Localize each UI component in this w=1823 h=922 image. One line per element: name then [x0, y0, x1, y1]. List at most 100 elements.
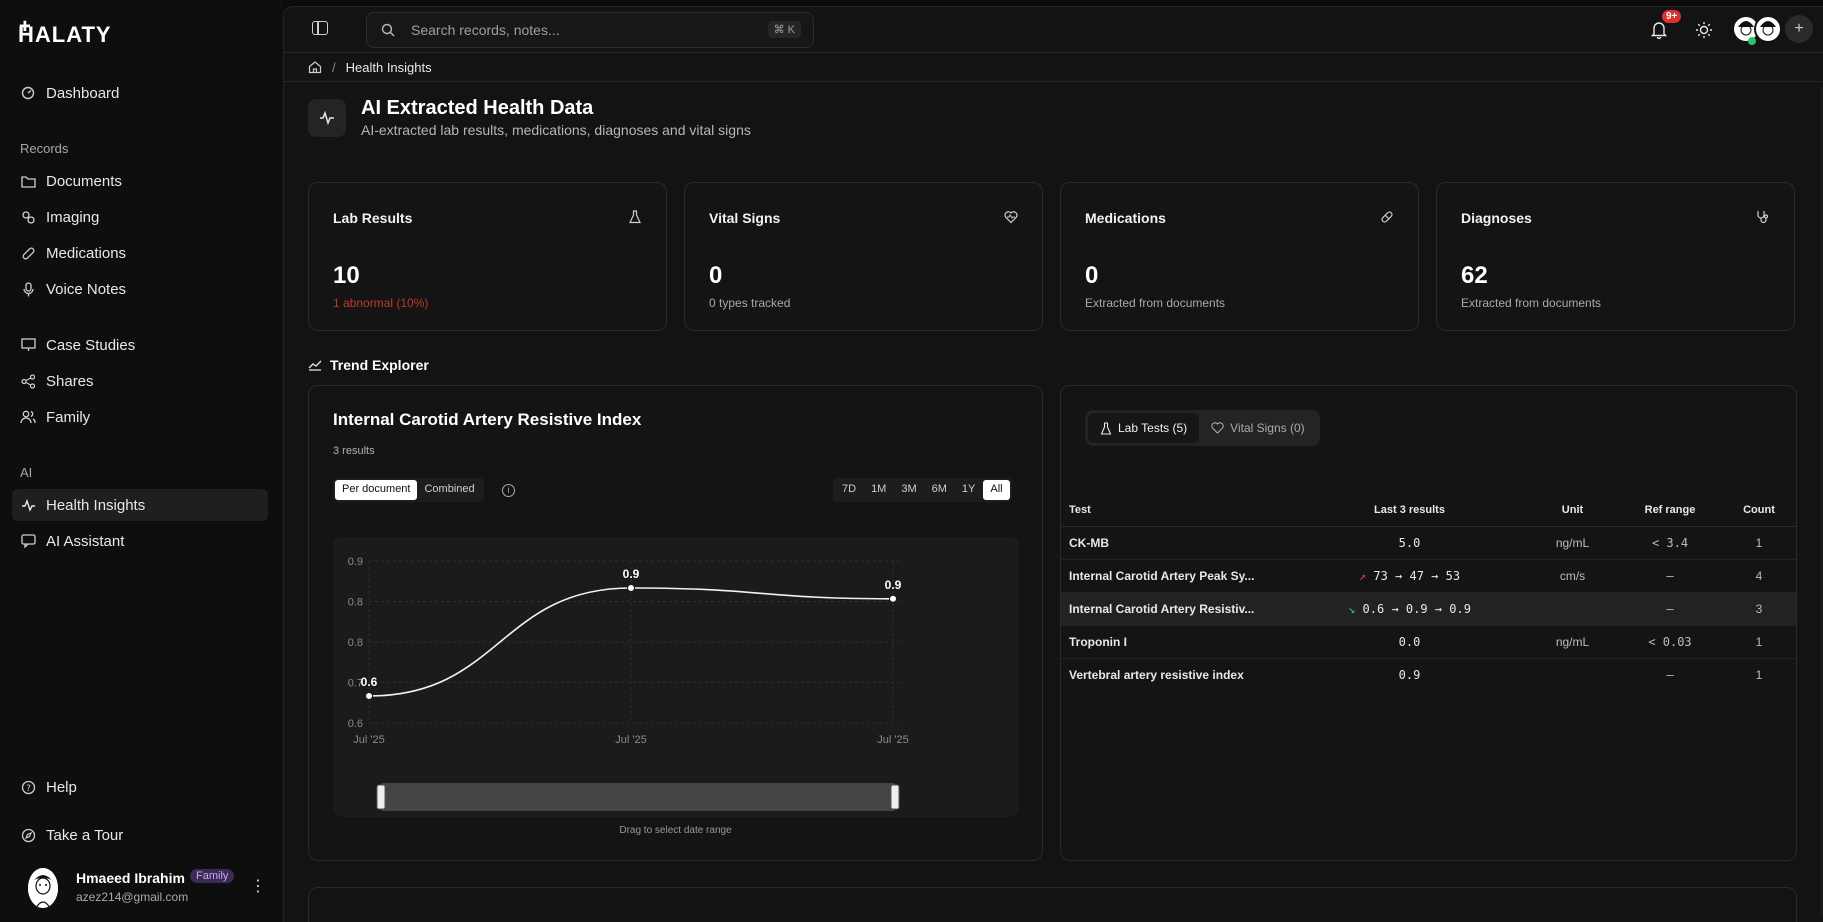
sidebar-item-health-insights[interactable]: Health Insights [12, 489, 268, 521]
cell-last: ↗ 73 → 47 → 53 [1294, 559, 1525, 593]
page-title: AI Extracted Health Data [361, 97, 594, 119]
cell-test: CK-MB [1061, 526, 1294, 560]
mode-per-document[interactable]: Per document [335, 480, 418, 500]
sidebar-item-label: Dashboard [46, 84, 120, 102]
sidebar-toggle-icon[interactable] [312, 21, 328, 35]
sidebar: ✚ HALATY Dashboard Records Documents Imag… [0, 0, 283, 922]
range-1m[interactable]: 1M [871, 483, 887, 495]
col-unit[interactable]: Unit [1525, 494, 1620, 527]
col-count[interactable]: Count [1720, 494, 1796, 527]
presentation-icon [20, 337, 36, 353]
section-label-records: Records [20, 141, 69, 156]
cell-ref: – [1666, 667, 1674, 682]
cell-last: 0.9 [1398, 667, 1421, 682]
sidebar-item-label: Documents [46, 172, 122, 190]
col-last-results[interactable]: Last 3 results [1294, 494, 1525, 527]
trend-up-icon: ↗ [1358, 568, 1367, 583]
activity-icon [308, 99, 346, 137]
search-shortcut: ⌘ K [767, 21, 801, 38]
y-tick-label: 0.9 [348, 556, 363, 568]
sidebar-item-help[interactable]: ? Help [12, 771, 268, 803]
y-tick-label: 0.7 [348, 678, 363, 690]
section-label-ai: AI [20, 465, 33, 480]
family-avatars[interactable] [1732, 15, 1792, 45]
sidebar-item-label: Health Insights [46, 496, 146, 514]
cell-count: 1 [1755, 667, 1763, 682]
sidebar-item-ai-assistant[interactable]: AI Assistant [12, 525, 268, 557]
card-title: Lab Results [333, 210, 413, 226]
table-row[interactable]: Internal Carotid Artery Resistiv... ↘ 0.… [1061, 592, 1796, 626]
search-input[interactable]: Search records, notes... ⌘ K [366, 12, 814, 48]
col-ref-range[interactable]: Ref range [1620, 494, 1720, 527]
svg-text:?: ? [26, 784, 31, 794]
more-vertical-icon[interactable]: ⋮ [250, 878, 266, 895]
sidebar-item-case-studies[interactable]: Case Studies [12, 329, 268, 361]
avatar [28, 868, 58, 908]
card-title: Medications [1085, 210, 1166, 226]
info-icon[interactable]: i [502, 484, 515, 497]
card-title: Diagnoses [1461, 210, 1532, 226]
mode-combined[interactable]: Combined [424, 483, 475, 495]
tab-vital-signs[interactable]: Vital Signs (0) [1199, 413, 1316, 443]
sidebar-item-label: Medications [46, 244, 127, 262]
x-tick-label: Jul '25 [615, 734, 646, 746]
card-value: 10 [333, 262, 360, 289]
range-1y[interactable]: 1Y [961, 483, 976, 495]
col-test[interactable]: Test [1061, 494, 1294, 527]
lab-tests-table: Test Last 3 results Unit Ref range Count… [1061, 494, 1796, 691]
avatar[interactable] [1754, 15, 1782, 43]
card-diagnoses: Diagnoses 62 Extracted from documents [1436, 182, 1795, 331]
data-label: 0.6 [361, 675, 378, 689]
sidebar-item-label: Help [46, 778, 77, 796]
sidebar-item-imaging[interactable]: Imaging [12, 201, 268, 233]
sidebar-item-family[interactable]: Family [12, 401, 268, 433]
range-6m[interactable]: 6M [931, 483, 947, 495]
mode-toggle: Per document Combined [333, 478, 484, 502]
card-title: Vital Signs [709, 210, 781, 226]
home-icon[interactable] [308, 60, 322, 74]
range-3m[interactable]: 3M [901, 483, 917, 495]
sidebar-item-medications[interactable]: Medications [12, 237, 268, 269]
cell-last: 5.0 [1294, 526, 1525, 560]
table-row[interactable]: Vertebral artery resistive index 0.9 – 1 [1061, 658, 1796, 691]
sidebar-item-shares[interactable]: Shares [12, 365, 268, 397]
table-row[interactable]: Internal Carotid Artery Peak Sy... ↗ 73 … [1061, 559, 1796, 593]
range-7d[interactable]: 7D [842, 483, 857, 495]
cell-last-values: 73 → 47 → 53 [1373, 568, 1461, 583]
tabs: Lab Tests (5) Vital Signs (0) [1085, 410, 1320, 446]
y-tick-label: 0.6 [348, 718, 363, 730]
sidebar-item-take-tour[interactable]: Take a Tour [12, 819, 268, 851]
pill-icon [20, 245, 36, 261]
cell-count: 1 [1720, 625, 1796, 659]
cell-unit [1525, 658, 1620, 691]
bell-icon[interactable] [1651, 21, 1667, 39]
card-value: 0 [1085, 262, 1099, 289]
sidebar-item-voice-notes[interactable]: Voice Notes [12, 273, 268, 305]
heart-pulse-icon [1004, 211, 1018, 224]
series-line [368, 587, 894, 697]
table-row[interactable]: CK-MB 5.0 ng/mL < 3.4 1 [1061, 526, 1796, 560]
y-tick-label: 0.8 [348, 597, 363, 609]
cell-test: Internal Carotid Artery Resistiv... [1061, 592, 1294, 626]
sidebar-item-documents[interactable]: Documents [12, 165, 268, 197]
page-subtitle: AI-extracted lab results, medications, d… [361, 122, 751, 138]
breadcrumb-current: Health Insights [345, 59, 432, 75]
heart-pulse-icon [1211, 422, 1224, 434]
scrollbar[interactable] [1820, 87, 1823, 917]
cell-unit: ng/mL [1525, 526, 1620, 560]
tab-lab-tests[interactable]: Lab Tests (5) [1088, 413, 1200, 443]
add-member-icon[interactable]: + [1785, 15, 1813, 43]
tab-label: Vital Signs (0) [1230, 421, 1305, 435]
user-profile[interactable]: Hmaeed Ibrahim Family azez214@gmail.com … [20, 866, 270, 910]
range-all[interactable]: All [983, 480, 1010, 500]
cell-count: 3 [1720, 592, 1796, 626]
cell-unit: cm/s [1525, 559, 1620, 593]
range-selector: 7D 1M 3M 6M 1Y All [833, 478, 1012, 502]
card-subtext: Extracted from documents [1461, 296, 1602, 310]
sun-icon[interactable] [1695, 21, 1713, 39]
logo[interactable]: ✚ HALATY [18, 18, 112, 48]
online-status-dot [1748, 37, 1756, 45]
table-row[interactable]: Troponin I 0.0 ng/mL < 0.03 1 [1061, 625, 1796, 659]
sidebar-item-dashboard[interactable]: Dashboard [12, 77, 268, 109]
